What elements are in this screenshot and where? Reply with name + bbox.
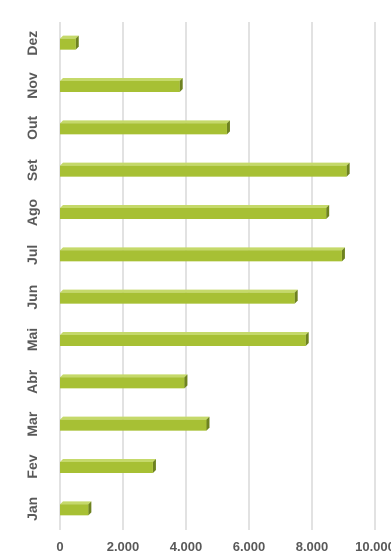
bar-side-face [226,120,230,135]
bar-top-face [60,120,230,124]
bar-nov [60,78,183,92]
bar-top-face [60,374,188,378]
bar-abr [60,374,188,389]
y-category-label: Out [24,115,40,139]
bar-side-face [294,289,298,304]
x-tick-label: 6.000 [233,539,266,554]
y-category-label: Jan [24,497,40,521]
bar-side-face [75,35,79,50]
bar-dez [60,35,79,50]
bar-top-face [60,416,210,420]
bar-front-face [60,292,295,304]
gridlines [59,22,376,530]
bar-side-face [184,374,188,389]
bar-jun [60,289,298,304]
bar-front-face [60,250,342,262]
y-category-label: Dez [24,31,40,56]
bar-top-face [60,332,309,335]
bar-front-face [60,377,185,389]
x-tick-label: 2.000 [107,539,140,554]
bar-front-face [60,165,347,177]
y-category-label: Mar [24,411,40,436]
y-category-label: Jun [24,285,40,310]
bar-top-face [60,35,79,39]
x-tick-label: 8.000 [296,539,329,554]
bar-side-face [206,416,210,431]
bar-front-face [60,419,207,431]
bar-top-face [60,501,92,505]
bar-top-face [60,459,156,462]
bar-front-face [60,335,306,346]
bar-mar [60,416,210,431]
bar-front-face [60,123,227,135]
bar-side-face [305,332,309,346]
bar-top-face [60,78,183,81]
y-axis-category-labels: Jan Fev Mar Abr Mai Jun Jul Ago Set Out Nov Dez [24,31,40,521]
x-axis-tick-labels: 0 2.000 4.000 6.000 8.000 10.000 [56,539,391,554]
bar-side-face [346,162,350,177]
bar-top-face [60,205,330,208]
bar-side-face [88,501,92,516]
x-tick-label: 4.000 [170,539,203,554]
bar-mai [60,332,309,346]
bar-front-face [60,38,76,50]
x-tick-label: 10.000 [355,539,391,554]
bar-top-face [60,162,350,166]
bar-fev [60,459,156,473]
bar-side-face [179,78,183,92]
y-category-label: Set [24,159,40,181]
bar-front-face [60,462,153,473]
bar-side-face [341,247,345,262]
y-category-label: Jul [24,245,40,265]
bar-ago [60,205,330,219]
bar-front-face [60,504,89,516]
x-tick-label: 0 [56,539,63,554]
y-category-label: Nov [24,72,40,99]
y-category-label: Mai [24,328,40,351]
bars [60,35,350,516]
y-category-label: Abr [24,369,40,394]
bar-side-face [326,205,330,219]
bar-jul [60,247,345,262]
bar-top-face [60,247,345,251]
bar-side-face [152,459,156,473]
bar-front-face [60,208,327,219]
bar-jan [60,501,92,516]
bar-top-face [60,289,298,293]
y-category-label: Fev [24,454,40,478]
y-category-label: Ago [24,199,40,226]
bar-out [60,120,230,135]
bar-set [60,162,350,177]
bar-front-face [60,81,180,92]
